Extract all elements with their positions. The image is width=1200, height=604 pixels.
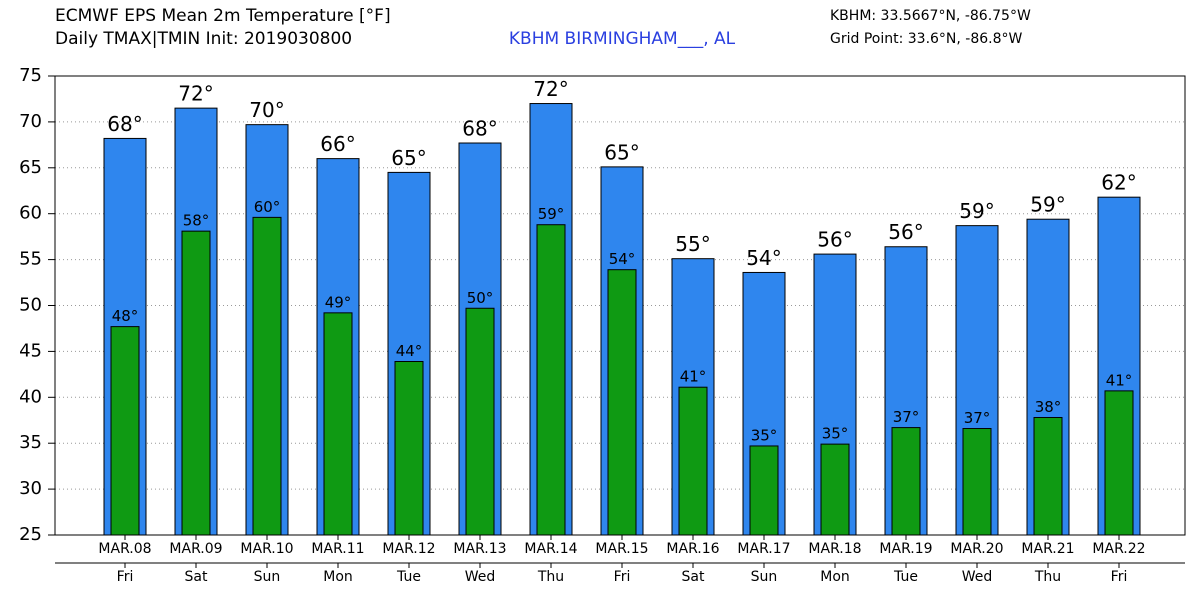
value-label: 44° — [396, 342, 423, 360]
x-tick-label: MAR.14 — [524, 541, 577, 557]
x-tick-label: MAR.17 — [737, 541, 790, 557]
x-tick-label: MAR.21 — [1021, 541, 1074, 557]
bar — [891, 427, 921, 536]
value-label: 56° — [817, 228, 852, 252]
value-label: 37° — [964, 409, 991, 427]
weekday-label: Fri — [117, 569, 134, 585]
value-label: 41° — [1106, 371, 1133, 389]
y-tick-label: 35 — [19, 432, 42, 453]
chart-title: ECMWF EPS Mean 2m Temperature [°F] — [55, 6, 391, 26]
value-label: 62° — [1101, 171, 1136, 195]
bar — [1033, 416, 1063, 536]
bar — [820, 443, 850, 536]
weekday-label: Wed — [465, 569, 496, 585]
weekday-label: Thu — [1034, 569, 1061, 585]
weekday-label: Sun — [254, 569, 281, 585]
x-tick-label: MAR.08 — [98, 541, 151, 557]
x-tick-label: MAR.09 — [169, 541, 222, 557]
value-label: 54° — [609, 250, 636, 268]
x-tick-label: MAR.22 — [1092, 541, 1145, 557]
value-label: 59° — [959, 199, 994, 223]
value-label: 56° — [888, 220, 923, 244]
y-tick-label: 60 — [19, 203, 42, 224]
x-tick-label: MAR.12 — [382, 541, 435, 557]
bar — [678, 386, 708, 536]
weekday-label: Fri — [1111, 569, 1128, 585]
bar — [110, 326, 140, 536]
x-tick-label: MAR.18 — [808, 541, 861, 557]
value-label: 41° — [680, 368, 707, 386]
value-label: 68° — [107, 112, 142, 136]
y-tick-label: 70 — [19, 111, 42, 132]
x-tick-label: MAR.20 — [950, 541, 1003, 557]
bar — [323, 312, 353, 536]
value-label: 72° — [533, 77, 568, 101]
value-label: 55° — [675, 232, 710, 256]
value-label: 35° — [822, 425, 849, 443]
value-label: 72° — [178, 82, 213, 106]
weekday-label: Wed — [962, 569, 993, 585]
y-tick-label: 30 — [19, 478, 42, 499]
y-tick-label: 75 — [19, 65, 42, 86]
bar — [962, 428, 992, 536]
weekday-label: Tue — [893, 569, 918, 585]
weekday-label: Thu — [537, 569, 564, 585]
y-tick-label: 50 — [19, 295, 42, 316]
value-label: 59° — [1030, 193, 1065, 217]
value-label: 38° — [1035, 398, 1062, 416]
value-label: 60° — [254, 198, 281, 216]
bar — [749, 445, 779, 536]
x-tick-label: MAR.13 — [453, 541, 506, 557]
weekday-label: Sat — [682, 569, 705, 585]
y-tick-label: 25 — [19, 524, 42, 545]
station-name: KBHM BIRMINGHAM___, AL — [509, 29, 736, 49]
weekday-label: Mon — [820, 569, 850, 585]
value-label: 54° — [746, 246, 781, 270]
x-tick-label: MAR.10 — [240, 541, 293, 557]
x-tick-label: MAR.16 — [666, 541, 719, 557]
value-label: 65° — [391, 146, 426, 170]
value-label: 35° — [751, 426, 778, 444]
weekday-label: Fri — [614, 569, 631, 585]
value-label: 59° — [538, 205, 565, 223]
value-label: 66° — [320, 132, 355, 156]
bar — [1104, 390, 1134, 536]
value-label: 68° — [462, 117, 497, 141]
station-coords: KBHM: 33.5667°N, -86.75°W — [830, 8, 1031, 24]
grid-point: Grid Point: 33.6°N, -86.8°W — [830, 31, 1023, 47]
bar — [252, 216, 282, 536]
weekday-label: Sun — [751, 569, 778, 585]
bar — [607, 269, 637, 536]
value-label: 50° — [467, 289, 494, 307]
y-tick-label: 40 — [19, 386, 42, 407]
y-tick-label: 45 — [19, 340, 42, 361]
chart-subtitle: Daily TMAX|TMIN Init: 2019030800 — [55, 29, 352, 49]
y-tick-label: 55 — [19, 249, 42, 270]
value-label: 65° — [604, 140, 639, 164]
weekday-label: Sat — [185, 569, 208, 585]
weekday-label: Tue — [396, 569, 421, 585]
weekday-label: Mon — [323, 569, 353, 585]
bar — [465, 307, 495, 536]
y-tick-label: 65 — [19, 157, 42, 178]
value-label: 37° — [893, 408, 920, 426]
value-label: 70° — [249, 98, 284, 122]
x-tick-label: MAR.15 — [595, 541, 648, 557]
x-tick-label: MAR.19 — [879, 541, 932, 557]
value-label: 58° — [183, 212, 210, 230]
bar — [536, 224, 566, 536]
value-label: 48° — [112, 307, 139, 325]
bar — [181, 230, 211, 536]
x-tick-label: MAR.11 — [311, 541, 364, 557]
value-label: 49° — [325, 293, 352, 311]
bar — [394, 360, 424, 536]
